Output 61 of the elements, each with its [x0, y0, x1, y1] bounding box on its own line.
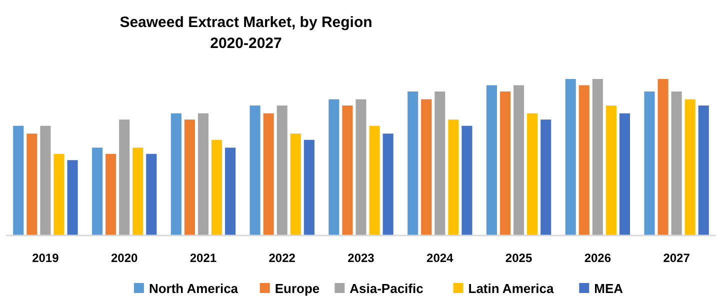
bar: [462, 126, 472, 235]
bar: [198, 113, 208, 235]
bar: [92, 148, 103, 235]
bar: [644, 91, 655, 235]
x-tick-label: 2026: [584, 251, 612, 265]
legend-label: Latin America: [468, 281, 555, 296]
bar: [132, 148, 144, 235]
legend-label: North America: [148, 281, 239, 296]
bar: [304, 140, 314, 235]
bar: [67, 160, 78, 235]
bar: [434, 91, 446, 235]
bar: [250, 106, 260, 235]
x-tick-label: 2024: [426, 251, 454, 265]
bar: [290, 134, 301, 235]
bar: [184, 120, 195, 235]
bar: [619, 113, 630, 235]
chart-title: Seaweed Extract Market, by Region: [120, 14, 372, 31]
bar: [263, 113, 274, 235]
bar: [684, 99, 696, 235]
bar: [671, 91, 682, 235]
bar: [698, 106, 709, 235]
bar: [658, 79, 668, 235]
bar: [225, 148, 236, 235]
bar: [13, 126, 24, 235]
bar: [486, 85, 497, 235]
bar: [40, 126, 51, 235]
bar: [146, 154, 157, 235]
bar: [527, 113, 538, 235]
bar: [211, 140, 222, 235]
bar: [592, 79, 603, 235]
bar: [421, 99, 432, 235]
bar: [26, 134, 38, 235]
x-tick-label: 2021: [190, 251, 217, 265]
x-tick-label: 2027: [663, 251, 690, 265]
x-tick-label: 2020: [110, 251, 138, 265]
x-tick-label: 2019: [32, 251, 60, 265]
bar: [408, 91, 418, 235]
bar: [514, 85, 524, 235]
bar: [119, 120, 130, 235]
bar: [276, 106, 288, 235]
bar: [578, 85, 590, 235]
x-tick-label: 2025: [505, 251, 532, 265]
legend-label: Europe: [274, 281, 320, 296]
bar: [106, 154, 116, 235]
bar: [170, 113, 182, 235]
bar: [565, 79, 576, 235]
bar: [540, 120, 552, 235]
bar: [369, 126, 380, 235]
bar: [356, 99, 366, 235]
bar: [606, 106, 616, 235]
bar: [382, 134, 394, 235]
legend-label: MEA: [594, 281, 624, 296]
bar: [54, 154, 64, 235]
chart-subtitle: 2020-2027: [210, 35, 282, 52]
legend-label: Asia-Pacific: [350, 281, 424, 296]
bar: [500, 91, 511, 235]
bar: [342, 106, 353, 235]
bar: [328, 99, 340, 235]
bar: [448, 120, 459, 235]
x-tick-label: 2022: [268, 251, 296, 265]
x-tick-label: 2023: [348, 251, 375, 265]
